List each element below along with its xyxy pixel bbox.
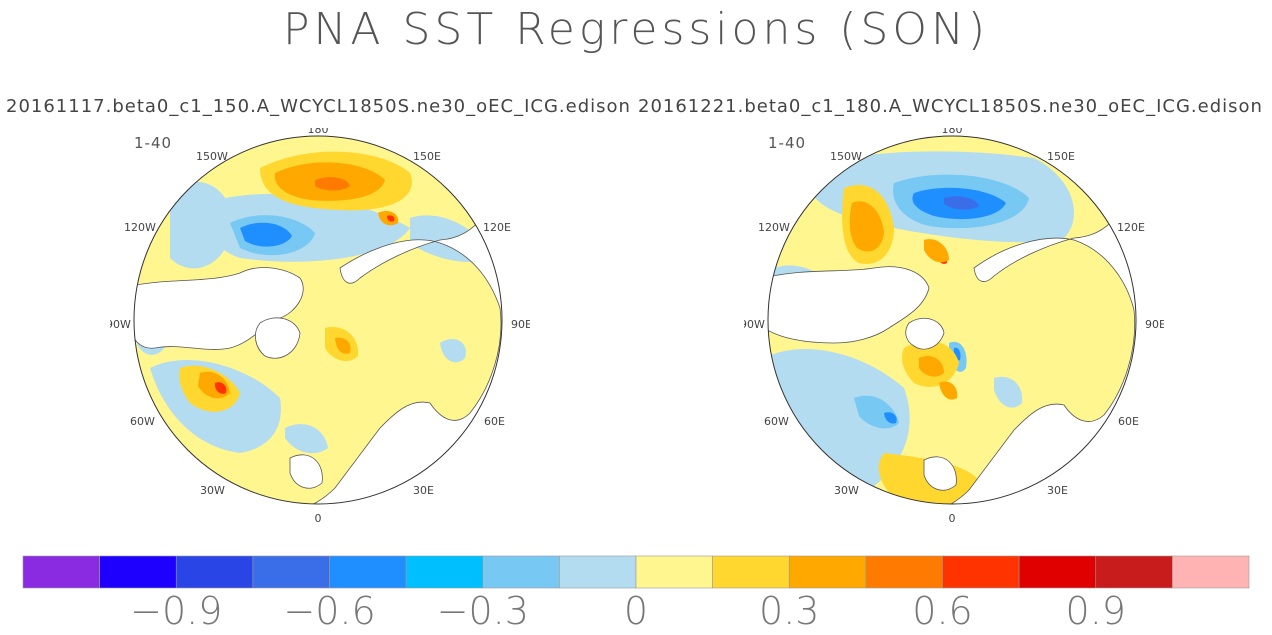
panel-left-subtitle: 20161117.beta0_c1_150.A_WCYCL1850S.ne30_…	[6, 96, 631, 117]
lon-label-90w: 90W	[744, 318, 765, 331]
anomaly-region	[140, 428, 163, 463]
colorbar-tick-label: 0	[624, 589, 648, 633]
anomaly-region	[214, 382, 227, 394]
colorbar-swatch	[22, 555, 100, 589]
colorbar-swatch	[1172, 555, 1250, 589]
colorbar-swatch	[252, 555, 330, 589]
lon-label-120e: 120E	[1117, 221, 1145, 234]
colorbar-swatch	[482, 555, 560, 589]
lon-label-90e: 90E	[1145, 318, 1164, 331]
landmass	[255, 317, 301, 359]
lon-label-180: 180	[308, 128, 329, 136]
anomaly-region	[919, 355, 944, 377]
lon-label-150e: 150E	[413, 150, 441, 163]
colorbar-labels: −0.9 −0.6 −0.3 0 0.3 0.6 0.9	[130, 589, 1126, 633]
anomaly-region	[315, 177, 350, 191]
lon-label-0: 0	[949, 512, 956, 525]
anomaly-region	[387, 215, 395, 222]
colorbar-swatch	[329, 555, 407, 589]
colorbar-swatch	[1095, 555, 1173, 589]
lon-label-60e: 60E	[484, 415, 505, 428]
colorbar-tick-label: −0.9	[130, 589, 222, 633]
panel-right-subtitle: 20161221.beta0_c1_180.A_WCYCL1850S.ne30_…	[638, 96, 1263, 117]
lon-label-30w: 30W	[834, 484, 859, 497]
landmass	[905, 317, 945, 350]
landmass	[923, 456, 957, 491]
lon-label-30w: 30W	[200, 484, 225, 497]
colorbar-swatch	[99, 555, 177, 589]
lon-label-120w: 120W	[758, 221, 790, 234]
colorbar-swatch	[559, 555, 637, 589]
map-border	[133, 135, 503, 505]
map-border	[767, 135, 1137, 505]
colorbar-tick-label: −0.6	[283, 589, 375, 633]
anomaly-region	[849, 201, 884, 252]
anomaly-region	[285, 424, 328, 454]
lon-label-0: 0	[315, 512, 322, 525]
lon-label-60w: 60W	[130, 415, 155, 428]
anomaly-region	[924, 239, 949, 263]
colorbar-swatch	[865, 555, 943, 589]
colorbar-tick-label: 0.3	[759, 589, 819, 633]
lon-label-150w: 150W	[196, 150, 228, 163]
anomaly-region	[440, 338, 466, 363]
anomaly-region	[335, 337, 351, 354]
panel-range-label: 1-40	[134, 134, 172, 152]
lon-label-120e: 120E	[483, 221, 511, 234]
lon-label-30e: 30E	[413, 484, 434, 497]
polar-map-right: 180 150E 120E 90E 60E 30E 0 30W 60W 90W …	[744, 128, 1164, 525]
polar-map-left: 180 150E 120E 90E 60E 30E 0 30W 60W 90W …	[110, 128, 530, 525]
colorbar-swatch	[942, 555, 1020, 589]
colorbar-tick-label: 0.9	[1066, 589, 1126, 633]
lon-label-90w: 90W	[110, 318, 131, 331]
colorbar-tick-label: 0.6	[912, 589, 972, 633]
lon-label-120w: 120W	[124, 221, 156, 234]
colorbar-swatch	[1018, 555, 1097, 589]
lon-label-150w: 150W	[830, 150, 862, 163]
colorbar-tick-label: −0.3	[437, 589, 529, 633]
colorbar: −0.9 −0.6 −0.3 0 0.3 0.6 0.9	[22, 555, 1250, 633]
lon-label-60e: 60E	[1118, 415, 1139, 428]
lon-label-180: 180	[942, 128, 963, 136]
figure-title: PNA SST Regressions (SON)	[282, 4, 990, 55]
anomaly-region	[994, 376, 1023, 408]
landmass	[768, 266, 930, 344]
anomaly-region	[884, 412, 897, 424]
anomaly-region	[939, 381, 958, 400]
landmass	[289, 454, 323, 489]
colorbar-swatch	[175, 555, 254, 589]
colorbar-boxes	[22, 555, 1250, 589]
anomaly-region	[240, 222, 292, 247]
panel-range-label: 1-40	[768, 134, 806, 152]
colorbar-swatch	[405, 555, 484, 589]
lon-label-60w: 60W	[764, 415, 789, 428]
lon-label-90e: 90E	[511, 318, 530, 331]
colorbar-swatch	[712, 555, 790, 589]
lon-label-150e: 150E	[1047, 150, 1075, 163]
colorbar-swatch	[788, 555, 867, 589]
colorbar-swatch	[635, 555, 713, 589]
anomaly-region	[944, 196, 979, 210]
anomaly-region	[768, 349, 910, 493]
lon-label-30e: 30E	[1047, 484, 1068, 497]
